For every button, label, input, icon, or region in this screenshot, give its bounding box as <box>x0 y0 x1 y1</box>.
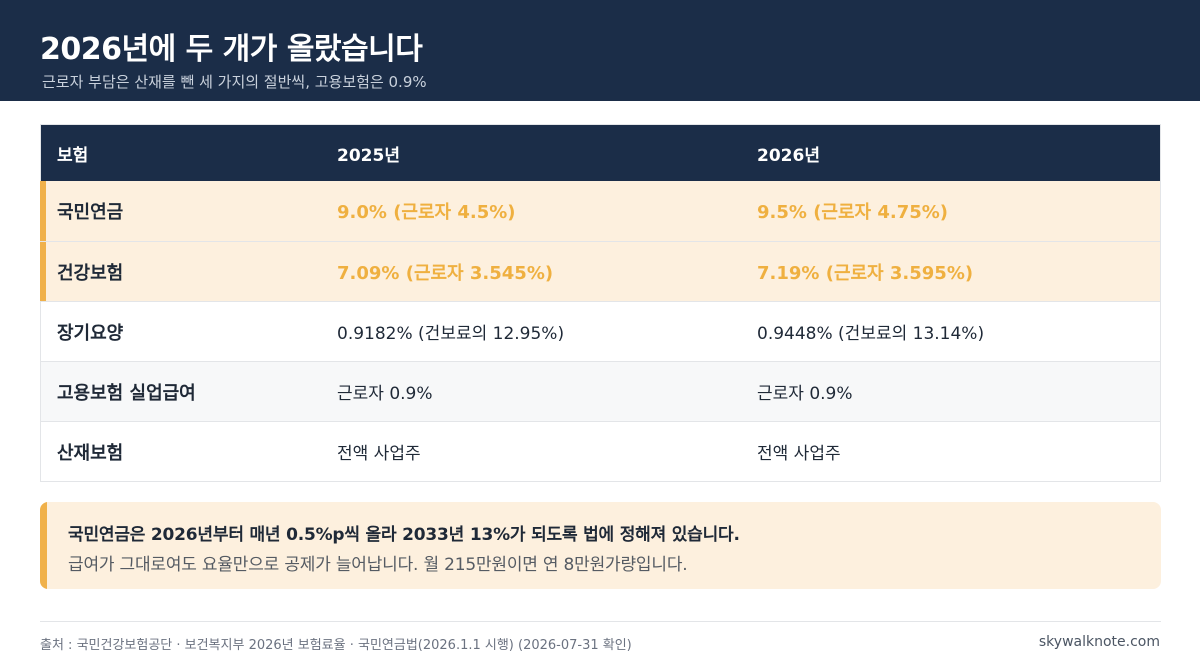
rate-2026: 전액 사업주 <box>757 444 841 464</box>
callout-headline: 국민연금은 2026년부터 매년 0.5%p씩 올라 2033년 13%가 되도… <box>68 525 740 545</box>
callout-note: 국민연금은 2026년부터 매년 0.5%p씩 올라 2033년 13%가 되도… <box>40 502 1161 589</box>
source-citation: 출처 : 국민건강보험공단 · 보건복지부 2026년 보험료율 · 국민연금법… <box>40 638 632 653</box>
callout-detail: 급여가 그대로여도 요율만으로 공제가 늘어납니다. 월 215만원이면 연 8… <box>68 555 688 575</box>
column-header-2026: 2026년 <box>757 145 820 166</box>
rate-2025: 7.09% (근로자 3.545%) <box>337 262 554 284</box>
column-header-insurance: 보험 <box>57 145 89 166</box>
rate-2025: 근로자 0.9% <box>337 384 433 404</box>
row-label: 국민연금 <box>57 202 124 223</box>
table-row-employment-insurance: 고용보험 실업급여 근로자 0.9% 근로자 0.9% <box>41 361 1160 421</box>
row-label: 산재보험 <box>57 442 124 464</box>
table-row-long-term-care: 장기요양 0.9182% (건보료의 12.95%) 0.9448% (건보료의… <box>41 301 1160 361</box>
rate-2026: 9.5% (근로자 4.75%) <box>757 202 949 223</box>
page-subtitle: 근로자 부담은 산재를 뺀 세 가지의 절반씩, 고용보험은 0.9% <box>42 73 427 91</box>
rate-2025: 전액 사업주 <box>337 444 421 464</box>
row-label: 건강보험 <box>57 262 124 284</box>
row-label: 고용보험 실업급여 <box>57 382 196 404</box>
header-banner: 2026년에 두 개가 올랐습니다 근로자 부담은 산재를 뺀 세 가지의 절반… <box>0 0 1200 101</box>
table-row-health-insurance: 건강보험 7.09% (근로자 3.545%) 7.19% (근로자 3.595… <box>40 241 1160 301</box>
rate-2026: 근로자 0.9% <box>757 384 853 404</box>
column-header-2025: 2025년 <box>337 145 400 166</box>
rate-2026: 7.19% (근로자 3.595%) <box>757 262 974 284</box>
page-title: 2026년에 두 개가 올랐습니다 <box>40 32 423 67</box>
table-row-industrial-accident: 산재보험 전액 사업주 전액 사업주 <box>41 421 1160 481</box>
footer-divider <box>40 621 1161 622</box>
table-header-row: 보험 2025년 2026년 <box>41 125 1160 181</box>
insurance-rate-table: 보험 2025년 2026년 국민연금 9.0% (근로자 4.5%) 9.5%… <box>40 124 1161 482</box>
table-row-national-pension: 국민연금 9.0% (근로자 4.5%) 9.5% (근로자 4.75%) <box>40 181 1160 241</box>
callout-accent-bar <box>40 502 47 589</box>
rate-2026: 0.9448% (건보료의 13.14%) <box>757 324 985 344</box>
row-label: 장기요양 <box>57 322 124 344</box>
rate-2025: 9.0% (근로자 4.5%) <box>337 202 516 223</box>
rate-2025: 0.9182% (건보료의 12.95%) <box>337 324 565 344</box>
site-link[interactable]: skywalknote.com <box>1038 634 1160 650</box>
